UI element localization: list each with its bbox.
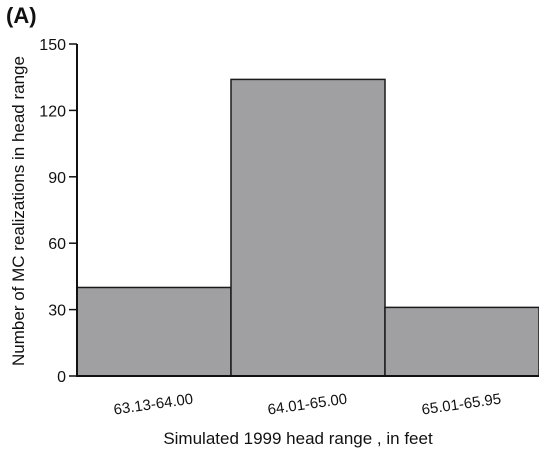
y-tick-label: 30: [48, 303, 66, 320]
axes-group: [76, 44, 539, 377]
x-category-label: 63.13-64.00: [113, 391, 195, 419]
y-tick-label: 90: [48, 170, 66, 187]
y-ticks-group: 0 30 60 90 120 150: [39, 37, 77, 386]
y-tick-label: 60: [48, 236, 66, 253]
y-tick-label: 150: [39, 37, 66, 54]
panel-label: (A): [6, 3, 37, 28]
bar-1: [76, 286, 232, 377]
y-axis-title: Number of MC realizations in head range: [9, 56, 28, 366]
bars-group: [76, 78, 539, 377]
y-tick-label: 120: [39, 103, 66, 120]
x-category-label: 64.01-65.00: [267, 391, 349, 419]
bar-3: [384, 306, 539, 377]
bar-2: [230, 78, 386, 377]
x-ticks-group: 63.13-64.00 64.01-65.00 65.01-65.95: [113, 391, 503, 419]
y-tick-label: 0: [57, 369, 66, 386]
x-axis-title: Simulated 1999 head range , in feet: [163, 429, 433, 448]
x-category-label: 65.01-65.95: [421, 391, 503, 419]
